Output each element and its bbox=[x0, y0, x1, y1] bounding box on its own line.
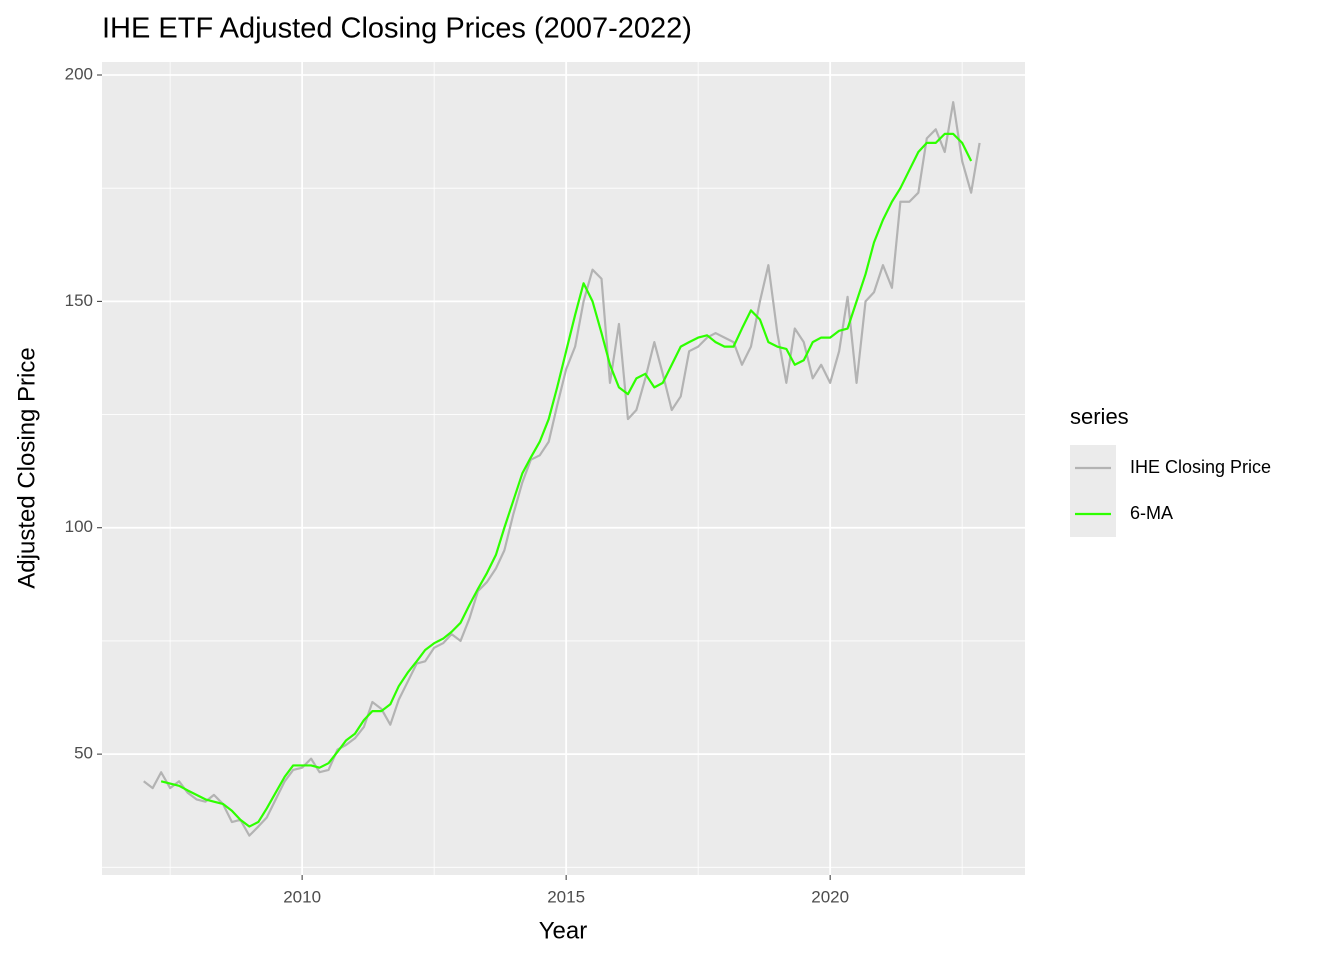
series-line bbox=[143, 101, 981, 837]
series-line bbox=[160, 132, 973, 828]
x-axis-title: Year bbox=[539, 917, 588, 944]
y-tick-label: 50 bbox=[74, 744, 93, 763]
y-tick-label: 200 bbox=[65, 64, 93, 83]
legend-title: series bbox=[1070, 404, 1129, 429]
legend-label: 6-MA bbox=[1130, 503, 1173, 523]
y-tick-label: 150 bbox=[65, 291, 93, 310]
chart-title: IHE ETF Adjusted Closing Prices (2007-20… bbox=[102, 13, 692, 45]
x-tick-label: 2010 bbox=[283, 887, 321, 906]
y-axis-title: Adjusted Closing Price bbox=[13, 347, 40, 588]
grid bbox=[102, 62, 1025, 875]
x-tick-label: 2015 bbox=[547, 887, 585, 906]
legend-label: IHE Closing Price bbox=[1130, 457, 1271, 477]
plot-panel bbox=[102, 62, 1025, 875]
y-tick-label: 100 bbox=[65, 517, 93, 536]
legend: series IHE Closing Price 6-MA bbox=[1070, 404, 1271, 537]
x-tick-label: 2020 bbox=[811, 887, 849, 906]
lines bbox=[143, 101, 981, 837]
